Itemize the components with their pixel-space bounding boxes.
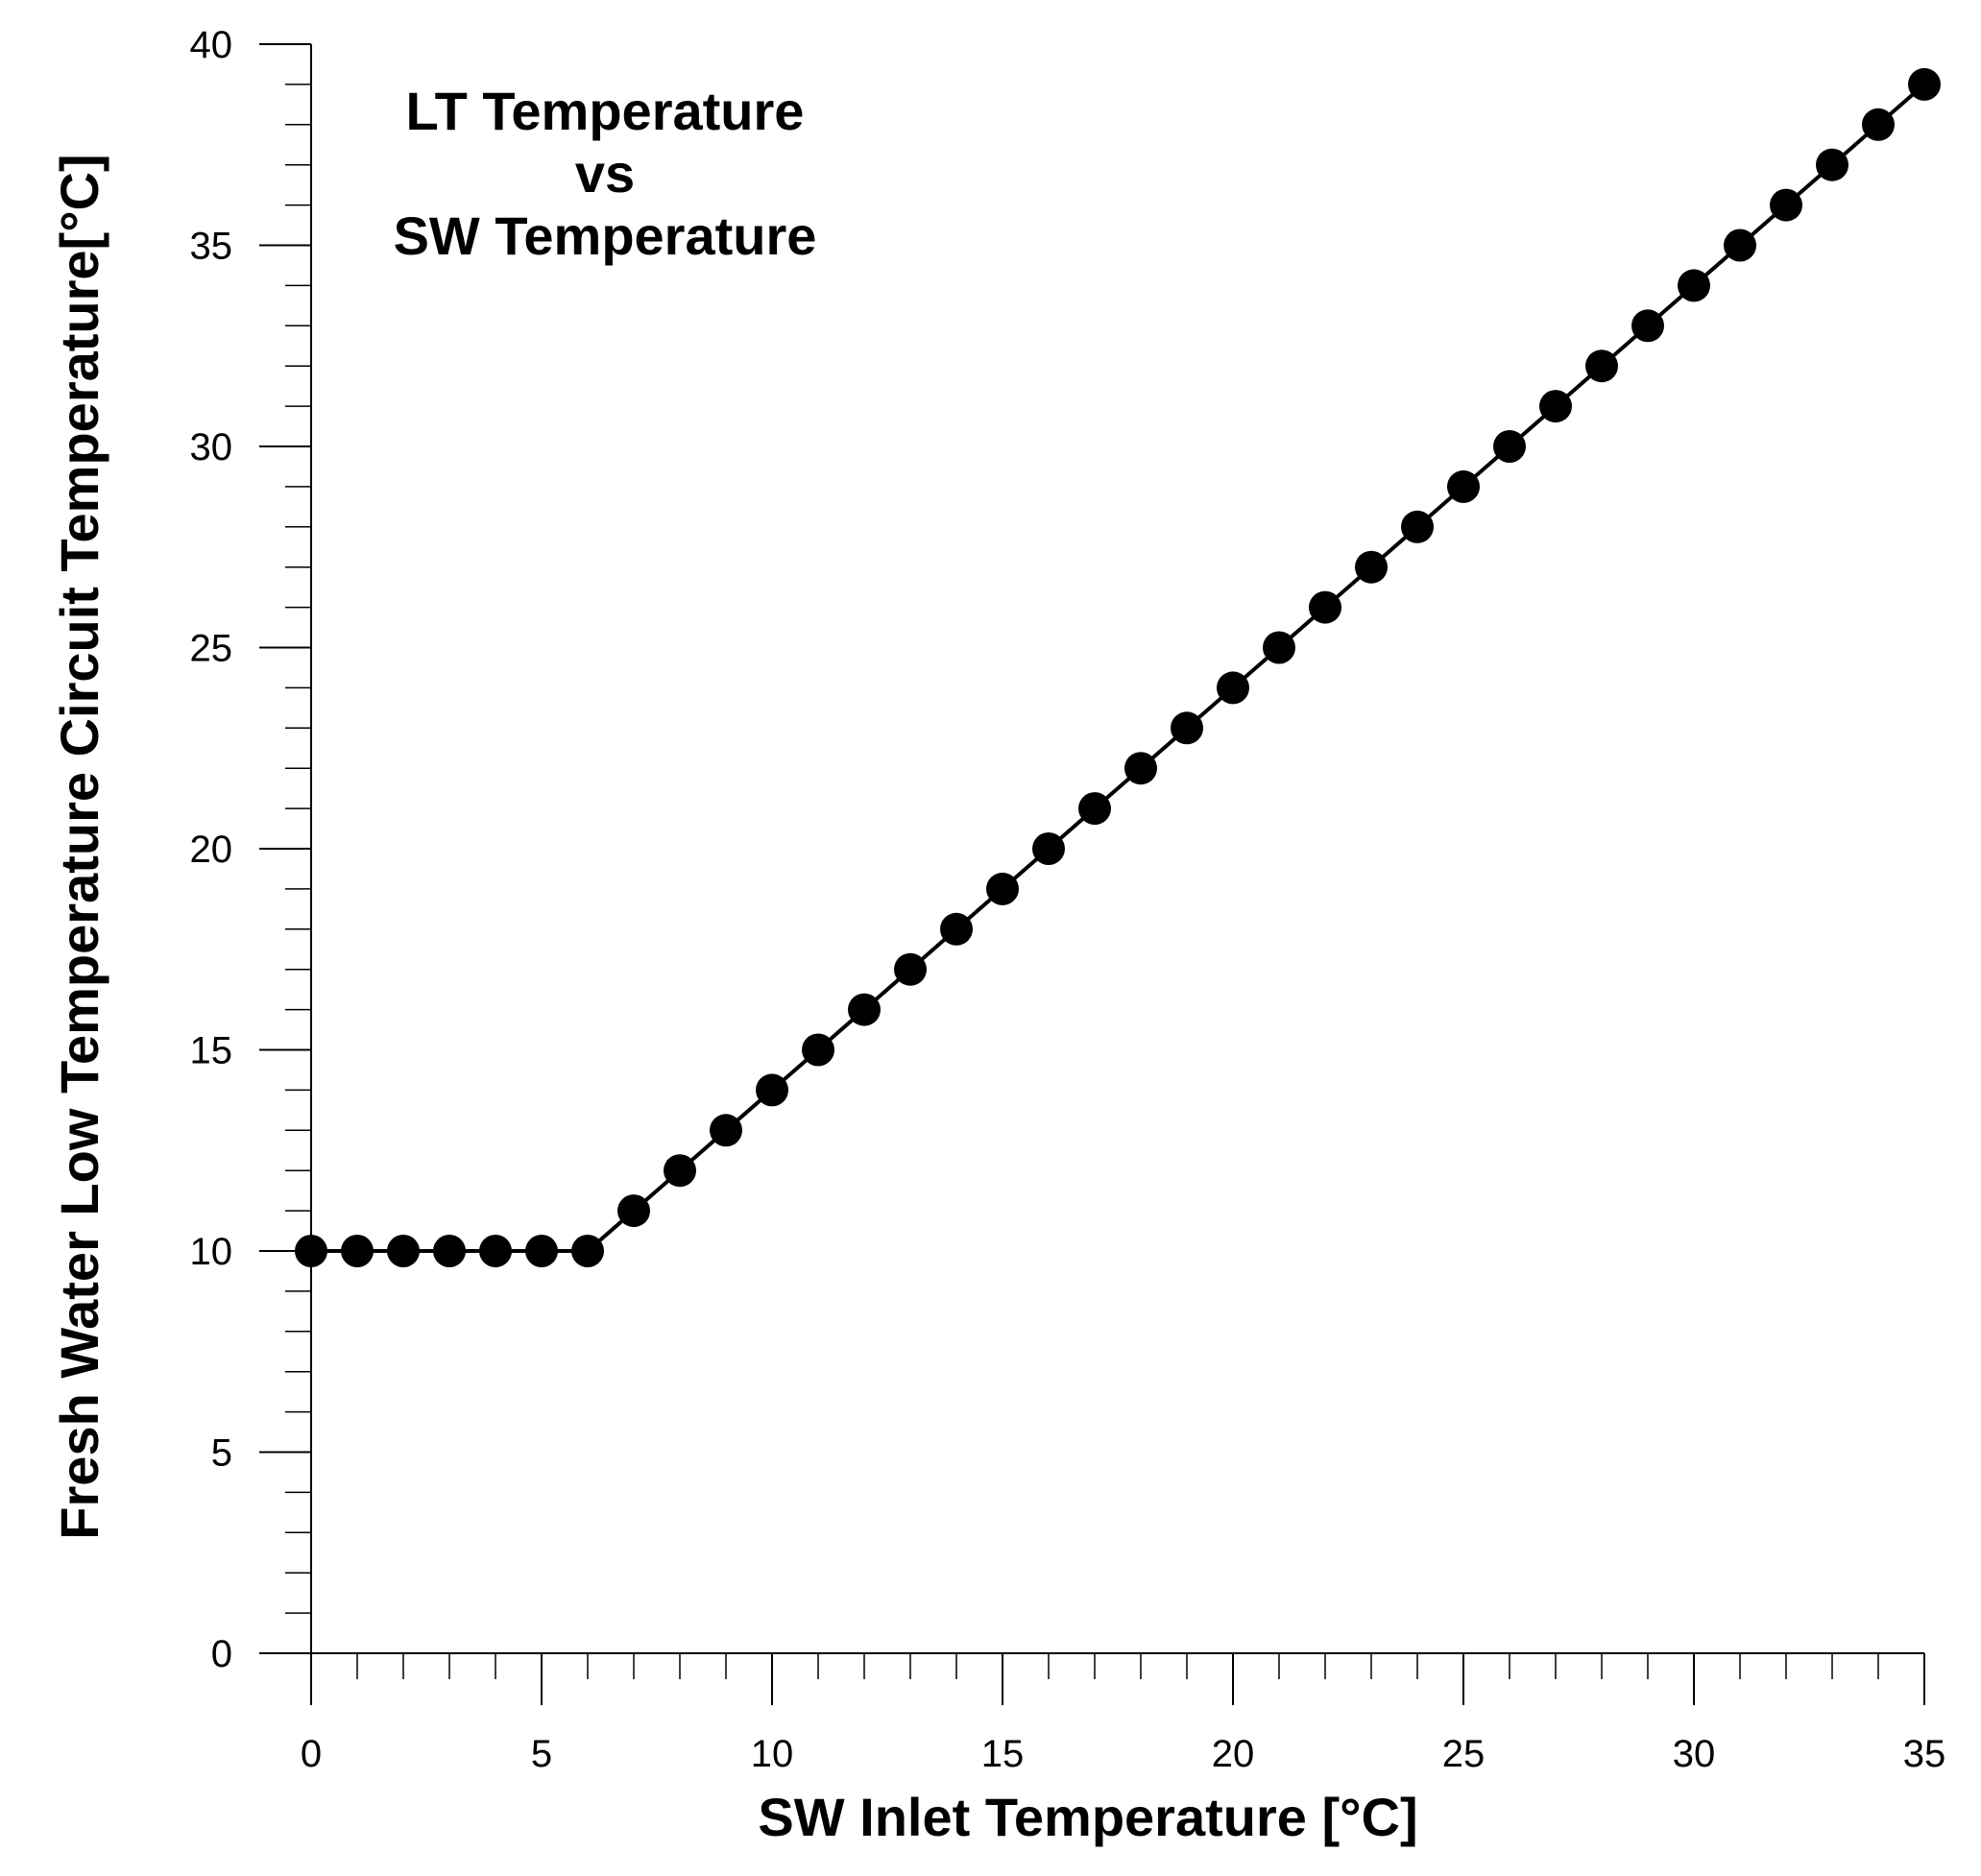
data-point [1263, 631, 1295, 664]
data-point [1309, 590, 1341, 624]
data-point [940, 912, 973, 946]
y-axis-title: Fresh Water Low Temperature Circuit Temp… [49, 154, 109, 1539]
chart-title-line-3: SW Temperature [394, 205, 817, 266]
series [295, 67, 1941, 1267]
data-point [1539, 390, 1572, 423]
x-tick-label: 0 [301, 1733, 322, 1775]
x-tick-label: 20 [1212, 1733, 1255, 1775]
x-tick-label: 5 [531, 1733, 552, 1775]
y-tick-label: 0 [211, 1633, 232, 1675]
data-point [1171, 711, 1203, 745]
y-tick-label: 25 [190, 628, 233, 670]
x-tick-label: 35 [1903, 1733, 1946, 1775]
data-point [1631, 309, 1664, 343]
y-tick-label: 15 [190, 1030, 233, 1072]
data-point [986, 872, 1019, 905]
data-point [1493, 430, 1526, 463]
x-axis-title: SW Inlet Temperature [°C] [758, 1787, 1417, 1847]
x-tick-label: 10 [751, 1733, 794, 1775]
data-point [848, 993, 881, 1026]
data-point [1124, 752, 1157, 785]
data-point [433, 1235, 466, 1267]
data-point [1724, 228, 1756, 262]
data-point [1585, 349, 1618, 383]
ticks [259, 43, 1925, 1705]
data-point [1401, 510, 1434, 543]
data-point [1032, 832, 1065, 865]
x-tick-label: 25 [1442, 1733, 1486, 1775]
data-point [571, 1235, 604, 1267]
chart-title-line-1: LT Temperature [406, 81, 805, 141]
data-point [525, 1235, 558, 1267]
data-point [1447, 469, 1480, 503]
data-point [479, 1235, 512, 1267]
data-point [1770, 188, 1802, 222]
data-point [1908, 67, 1941, 101]
x-tick-label: 15 [981, 1733, 1025, 1775]
data-point [710, 1114, 742, 1147]
data-point [1217, 671, 1249, 705]
y-tick-label: 40 [190, 24, 233, 66]
data-point [617, 1194, 650, 1228]
x-tick-label: 30 [1673, 1733, 1716, 1775]
data-point [387, 1235, 420, 1267]
data-point [802, 1033, 834, 1067]
y-tick-label: 5 [211, 1432, 232, 1475]
data-point [1678, 269, 1710, 302]
data-point [664, 1154, 696, 1188]
data-point [341, 1235, 374, 1267]
y-tick-label: 30 [190, 426, 233, 469]
chart-title-line-2: vs [575, 143, 635, 204]
data-point [1816, 148, 1848, 181]
data-point [1078, 792, 1111, 826]
data-point [295, 1235, 327, 1267]
tick-labels: 0 5 10 15 20 25 30 35 0 5 10 15 20 25 30 35 40 [190, 24, 1946, 1775]
data-point [1355, 550, 1388, 584]
data-point [756, 1073, 788, 1107]
data-point [894, 952, 927, 986]
data-point [1862, 108, 1895, 141]
y-tick-label: 35 [190, 226, 233, 268]
y-tick-label: 10 [190, 1231, 233, 1273]
y-tick-label: 20 [190, 829, 233, 871]
